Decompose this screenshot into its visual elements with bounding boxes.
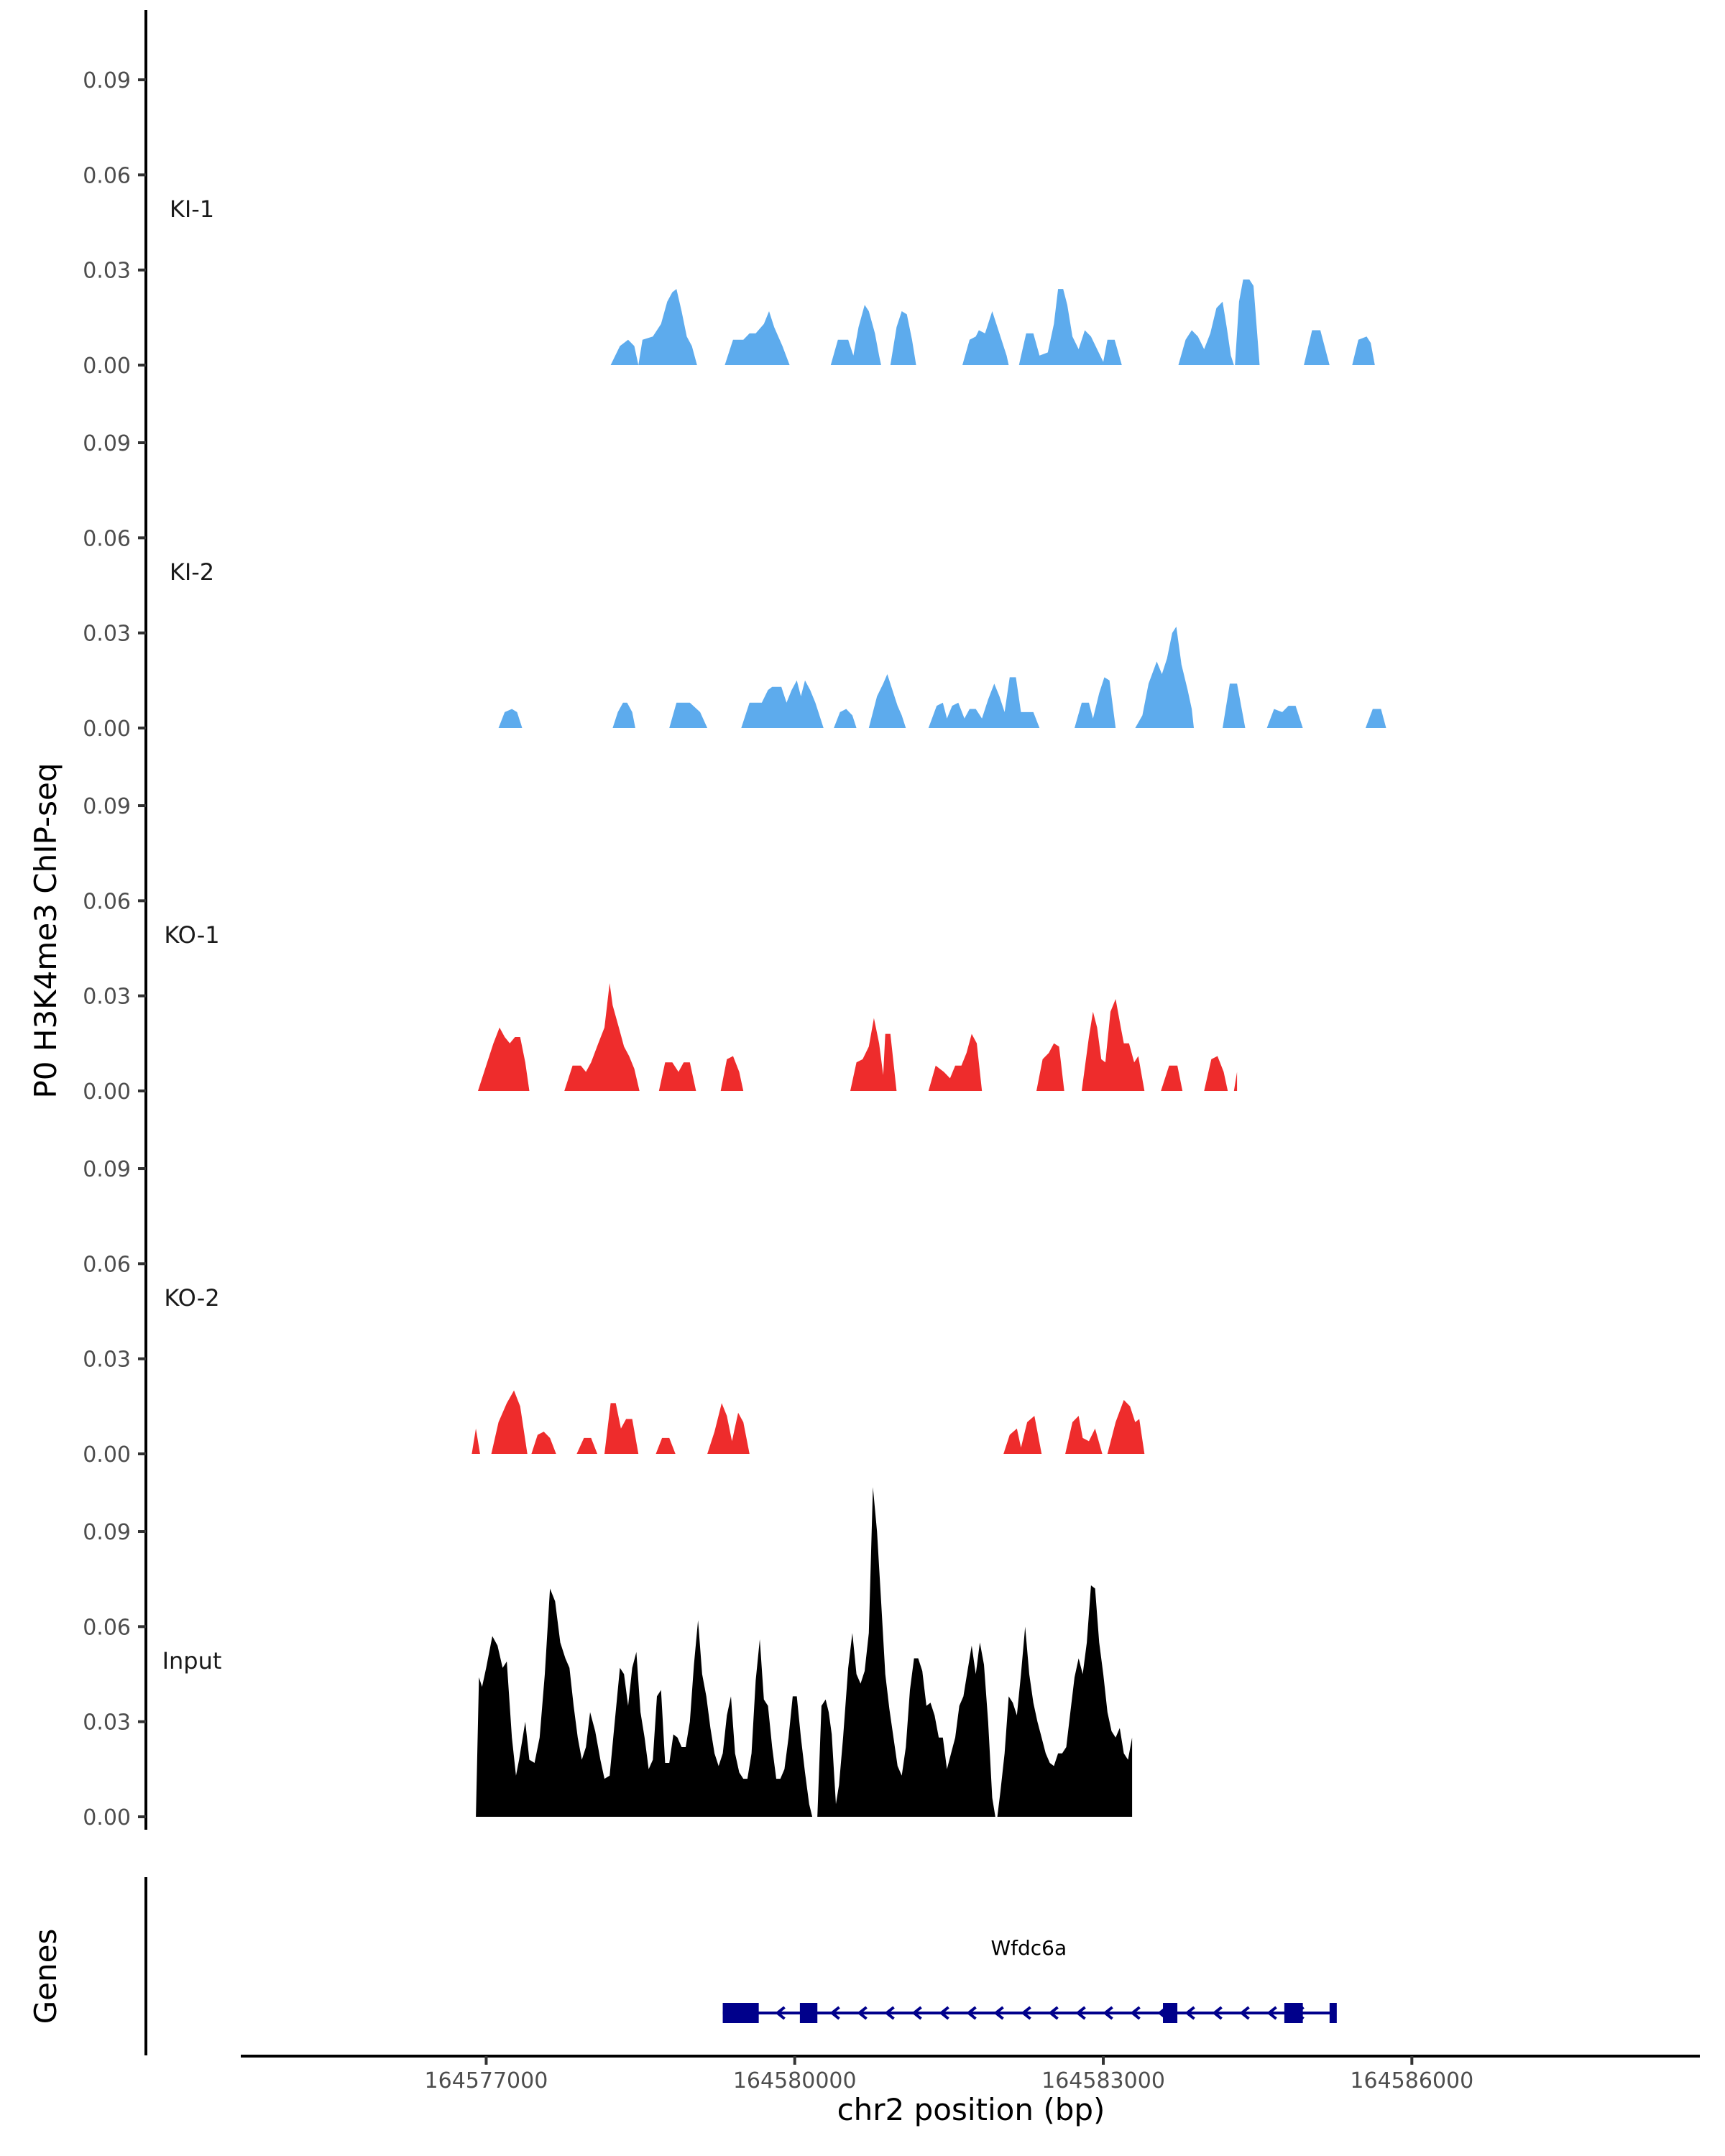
- x-tick-label: 164580000: [733, 2068, 857, 2093]
- genes-axis-title: Genes: [28, 1929, 63, 2024]
- y-tick-label: 0.09: [83, 1157, 131, 1182]
- strand-chevron-icon: [1075, 2006, 1086, 2020]
- y-tick-label: 0.06: [83, 526, 131, 551]
- y-tick-label: 0.06: [83, 1615, 131, 1640]
- signal-area-input: [476, 1487, 1133, 1817]
- strand-chevron-icon: [1048, 2006, 1059, 2020]
- track-panel-ko-1: 0.00 0.03 0.06 0.09 KO-1: [83, 736, 1238, 1105]
- gene-exon: [1329, 2003, 1337, 2023]
- gene-exon: [722, 2003, 759, 2023]
- x-tick-label: 164577000: [425, 2068, 548, 2093]
- strand-chevron-icon: [775, 2006, 786, 2020]
- x-axis: 164577000 164580000 164583000 164586000: [241, 2055, 1700, 2093]
- y-tick-label: 0.00: [83, 717, 131, 742]
- y-tick-label: 0.09: [83, 431, 131, 456]
- track-label: KI-2: [170, 558, 214, 586]
- track-panel-ki-2: 0.00 0.03 0.06 0.09 KI-2: [83, 373, 1386, 742]
- y-tick-label: 0.00: [83, 1805, 131, 1830]
- gene-exon: [1163, 2003, 1178, 2023]
- strand-chevron-icon: [1021, 2006, 1031, 2020]
- y-tick-label: 0.03: [83, 1710, 131, 1736]
- strand-chevron-icon: [829, 2006, 840, 2020]
- y-tick-label: 0.00: [83, 354, 131, 379]
- strand-chevron-icon: [1130, 2006, 1141, 2020]
- track-panel-ko-2: 0.00 0.03 0.06 0.09 KO-2: [83, 1099, 1145, 1468]
- strand-chevron-icon: [884, 2006, 895, 2020]
- signal-panels: 0.00 0.03 0.06 0.09 KI-1 0.00 0.03 0.06 0.09 KI-2…: [83, 10, 1386, 1830]
- signal-area-ko-2: [472, 1390, 1145, 1454]
- y-axis-title: P0 H3K4me3 ChIP-seq: [28, 763, 63, 1098]
- strand-chevron-icon: [1239, 2006, 1250, 2020]
- strand-chevron-icon: [1212, 2006, 1223, 2020]
- x-axis-title: chr2 position (bp): [837, 2092, 1105, 2127]
- genes-panel: Wfdc6a: [144, 1877, 1337, 2055]
- y-tick-label: 0.09: [83, 1520, 131, 1545]
- y-tick-label: 0.09: [83, 794, 131, 819]
- y-tick-label: 0.06: [83, 889, 131, 914]
- gene-exon: [799, 2003, 818, 2023]
- track-label: KO-1: [164, 921, 219, 949]
- track-label: Input: [162, 1647, 222, 1674]
- track-label: KO-2: [164, 1284, 219, 1312]
- gene-name-label: Wfdc6a: [990, 1936, 1067, 1960]
- signal-area-ko-1: [478, 983, 1238, 1091]
- track-panel-input: 0.00 0.03 0.06 0.09 Input: [83, 1462, 1133, 1830]
- y-tick-label: 0.03: [83, 259, 131, 284]
- strand-chevron-icon: [1103, 2006, 1113, 2020]
- y-tick-label: 0.06: [83, 163, 131, 188]
- y-tick-label: 0.03: [83, 985, 131, 1010]
- signal-area-ki-2: [498, 626, 1386, 728]
- y-tick-label: 0.09: [83, 68, 131, 93]
- strand-chevron-icon: [1184, 2006, 1195, 2020]
- strand-chevron-icon: [1266, 2006, 1277, 2020]
- y-tick-label: 0.03: [83, 1348, 131, 1373]
- strand-chevron-icon: [993, 2006, 1004, 2020]
- x-tick-label: 164586000: [1350, 2068, 1473, 2093]
- track-panel-ki-1: 0.00 0.03 0.06 0.09 KI-1: [83, 10, 1375, 379]
- strand-chevron-icon: [857, 2006, 868, 2020]
- strand-chevron-icon: [911, 2006, 922, 2020]
- strand-chevron-icon: [939, 2006, 949, 2020]
- y-tick-label: 0.00: [83, 1079, 131, 1105]
- y-tick-label: 0.03: [83, 622, 131, 647]
- x-tick-label: 164583000: [1041, 2068, 1165, 2093]
- signal-area-ki-1: [610, 279, 1375, 365]
- y-tick-label: 0.06: [83, 1252, 131, 1277]
- track-label: KI-1: [170, 195, 214, 223]
- y-tick-label: 0.00: [83, 1442, 131, 1468]
- gene-exon: [1284, 2003, 1303, 2023]
- strand-chevron-icon: [966, 2006, 977, 2020]
